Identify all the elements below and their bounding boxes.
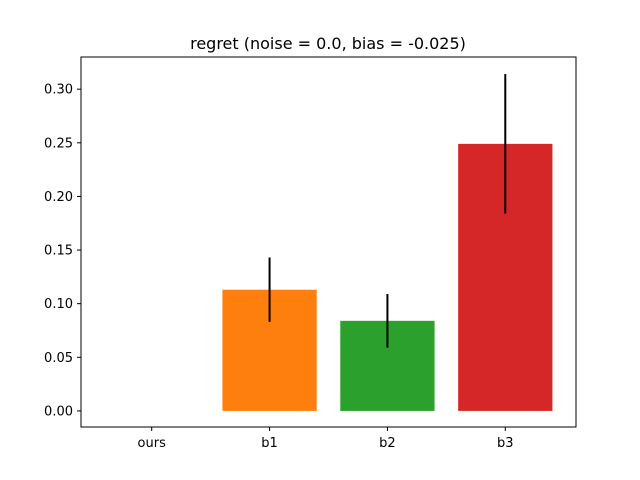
y-tick-label-0: 0.00 [44,404,73,419]
y-tick-label-6: 0.30 [44,83,73,98]
x-axis: ours b1 b2 b3 [138,427,514,451]
y-axis: 0.00 0.05 0.10 0.15 0.20 0.25 0.30 [44,83,81,419]
error-bars-group [268,74,507,348]
bars-group [222,143,553,411]
x-tick-label-ours: ours [138,436,167,451]
y-tick-label-1: 0.05 [44,351,73,366]
chart-title: regret (noise = 0.0, bias = -0.025) [190,34,466,53]
y-tick-label-5: 0.25 [44,136,73,151]
x-tick-label-b2: b2 [379,436,396,451]
y-tick-label-2: 0.10 [44,297,73,312]
x-tick-label-b3: b3 [497,436,514,451]
y-tick-label-4: 0.20 [44,190,73,205]
x-tick-label-b1: b1 [261,436,278,451]
plot-frame [80,56,577,428]
y-tick-label-3: 0.15 [44,244,73,259]
